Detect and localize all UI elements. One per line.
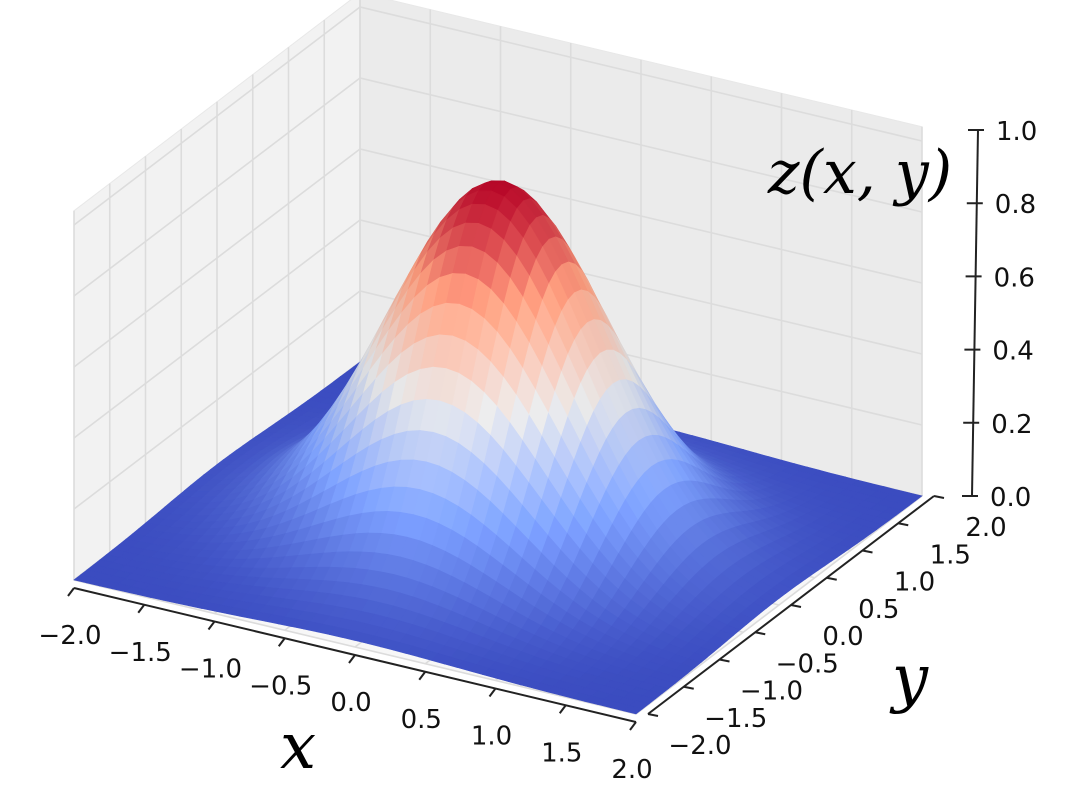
tick-labels: −2.0−1.5−1.0−0.50.00.51.01.52.0−2.0−1.5−…	[38, 117, 1037, 785]
x-tick-label: −1.0	[179, 655, 242, 685]
y-tick-label: −1.5	[704, 704, 767, 734]
x-tick-mark	[67, 587, 75, 597]
x-tick-label: −0.5	[249, 671, 312, 701]
x-tick-label: 0.5	[401, 705, 442, 735]
y-tick-label: 1.5	[930, 540, 971, 570]
x-tick-mark	[137, 604, 146, 614]
z-tick-label: 0.6	[994, 263, 1035, 293]
y-axis-title: y	[889, 642, 929, 716]
y-tick-label: 2.0	[965, 513, 1006, 543]
tick-marks	[67, 129, 984, 731]
z-axis-title: z(x, y)	[767, 138, 952, 208]
y-tick-mark	[862, 549, 873, 554]
z-axis-line	[971, 129, 979, 497]
z-tick-label: 0.4	[992, 337, 1033, 367]
y-tick-mark	[647, 713, 659, 717]
z-tick-label: 0.2	[991, 410, 1032, 440]
y-tick-mark	[826, 576, 837, 581]
x-tick-mark	[418, 671, 427, 681]
y-tick-mark	[933, 495, 945, 499]
x-tick-label: 1.5	[541, 738, 582, 768]
y-tick-mark	[719, 658, 730, 663]
x-tick-mark	[277, 637, 286, 647]
z-tick-label: 0.8	[995, 190, 1036, 220]
y-tick-label: −2.0	[668, 731, 731, 761]
grid-line	[73, 148, 923, 368]
y-tick-mark	[755, 631, 766, 636]
x-tick-label: −1.5	[109, 638, 172, 668]
grid-line	[73, 219, 923, 439]
z-tick-label: 0.0	[990, 483, 1031, 513]
x-tick-mark	[348, 654, 356, 664]
grid-line	[73, 6, 923, 226]
surface-mesh	[73, 180, 923, 715]
x-tick-mark	[629, 721, 637, 731]
x-tick-mark	[207, 620, 216, 631]
grid-line	[73, 77, 923, 297]
y-tick-label: 0.5	[858, 595, 899, 625]
x-tick-mark	[558, 704, 567, 714]
grid-line	[73, 290, 923, 510]
y-tick-label: 0.0	[822, 622, 863, 652]
y-tick-label: −1.0	[740, 677, 803, 707]
x-tick-label: 2.0	[611, 755, 652, 785]
y-tick-label: 1.0	[894, 568, 935, 598]
x-axis-title: x	[280, 710, 316, 784]
y-tick-mark	[683, 685, 694, 690]
x-tick-label: −2.0	[38, 621, 101, 651]
x-tick-mark	[488, 687, 497, 698]
x-tick-label: 1.0	[471, 722, 512, 752]
grid-line	[635, 495, 923, 715]
surface-facet	[622, 705, 644, 715]
x-tick-label: 0.0	[330, 688, 371, 718]
y-tick-label: −0.5	[776, 649, 839, 679]
y-tick-mark	[790, 604, 802, 608]
y-tick-mark	[898, 522, 909, 527]
z-tick-label: 1.0	[996, 117, 1037, 147]
